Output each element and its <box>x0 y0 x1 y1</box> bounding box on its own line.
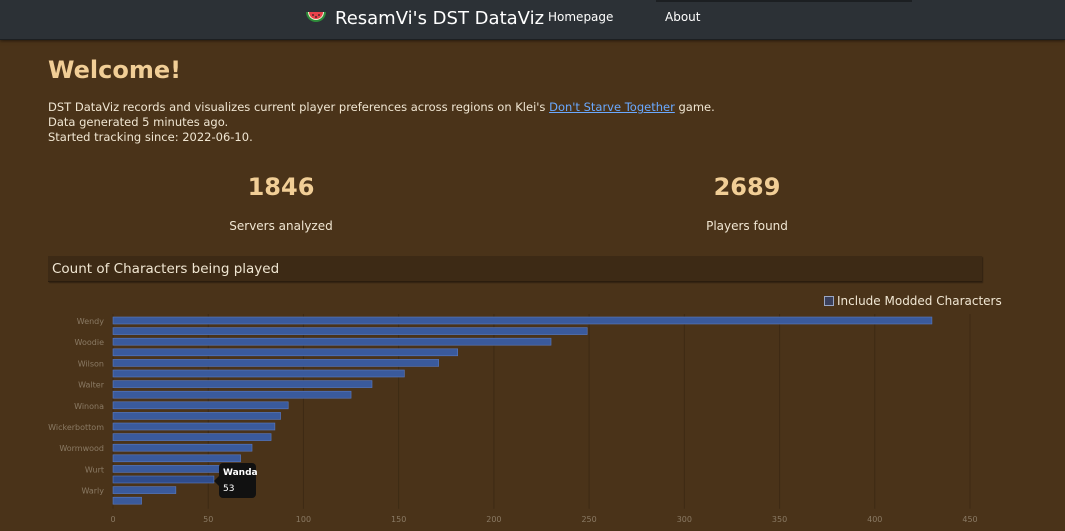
dst-game-link[interactable]: Don't Starve Together <box>549 100 675 114</box>
brand-title: ResamVi's DST DataViz <box>335 7 545 29</box>
bar-0 <box>112 316 933 325</box>
tooltip-value: 53 <box>223 484 235 494</box>
category-label-12: Wormwood <box>59 444 104 453</box>
x-tick-label-2: 100 <box>296 515 311 524</box>
stat-servers: 1846 Servers analyzed <box>161 172 401 233</box>
bar-3 <box>112 348 459 357</box>
generated-text: Data generated 5 minutes ago. <box>48 115 229 129</box>
category-label-4: Wilson <box>78 359 104 368</box>
x-tick-label-6: 300 <box>677 515 692 524</box>
x-tick-label-7: 350 <box>772 515 787 524</box>
bar-5 <box>112 369 405 378</box>
tracking-text: Started tracking since: 2022-06-10. <box>48 130 253 144</box>
bar-17 <box>112 496 142 505</box>
nav-homepage[interactable]: Homepage <box>548 10 614 24</box>
bar-2 <box>112 337 552 346</box>
bar-4 <box>112 359 439 367</box>
bar-13 <box>112 454 241 463</box>
bar-14 <box>112 465 226 473</box>
bar-6 <box>112 380 373 388</box>
stat-players-value: 2689 <box>713 173 781 201</box>
brand-link[interactable]: ResamVi's DST DataViz <box>305 6 544 30</box>
x-tick-label-9: 450 <box>962 515 977 524</box>
bar-10 <box>112 422 276 431</box>
category-label-16: Warly <box>81 487 104 496</box>
x-tick-label-3: 150 <box>391 515 406 524</box>
category-label-10: Wickerbottom <box>48 423 104 432</box>
x-tick-label-0: 0 <box>110 515 115 524</box>
bar-9 <box>112 412 281 420</box>
page-title: Welcome! <box>48 56 182 84</box>
bar-7 <box>112 390 352 399</box>
intro-text: DST DataViz records and visualizes curre… <box>48 100 715 145</box>
stat-servers-value: 1846 <box>247 173 315 201</box>
stat-players-label: Players found <box>706 219 788 233</box>
modded-characters-toggle[interactable]: Include Modded Characters <box>824 294 1002 308</box>
watermelon-icon <box>306 12 326 22</box>
category-label-6: Walter <box>78 381 105 390</box>
bar-1 <box>112 327 588 335</box>
category-label-8: Winona <box>74 402 104 411</box>
modded-characters-label: Include Modded Characters <box>837 294 1002 308</box>
x-tick-label-1: 50 <box>203 515 213 524</box>
stat-servers-label: Servers analyzed <box>229 219 333 233</box>
chart-panel-header: Count of Characters being played <box>48 256 982 282</box>
chart-tooltip: Wanda 53 <box>214 463 258 498</box>
stat-players: 2689 Players found <box>627 172 867 233</box>
intro-line: DST DataViz records and visualizes curre… <box>48 100 715 115</box>
bar-8 <box>112 401 289 410</box>
category-label-0: Wendy <box>77 317 105 326</box>
bar-12 <box>112 443 253 452</box>
bar-11 <box>112 433 272 441</box>
bar-16 <box>112 486 177 494</box>
tooltip-name: Wanda <box>223 468 258 478</box>
category-label-14: Wurt <box>85 465 104 474</box>
modded-characters-checkbox[interactable] <box>824 296 834 306</box>
nav-search-edge <box>656 0 912 2</box>
intro-prefix: DST DataViz records and visualizes curre… <box>48 100 550 114</box>
x-tick-label-4: 200 <box>486 515 501 524</box>
category-label-2: Woodie <box>75 338 105 347</box>
bar-15 <box>112 475 215 484</box>
intro-suffix: game. <box>674 100 715 114</box>
navbar: ResamVi's DST DataViz Homepage About <box>0 0 1065 40</box>
x-tick-label-8: 400 <box>867 515 882 524</box>
nav-about[interactable]: About <box>665 10 701 24</box>
x-tick-label-5: 250 <box>581 515 596 524</box>
